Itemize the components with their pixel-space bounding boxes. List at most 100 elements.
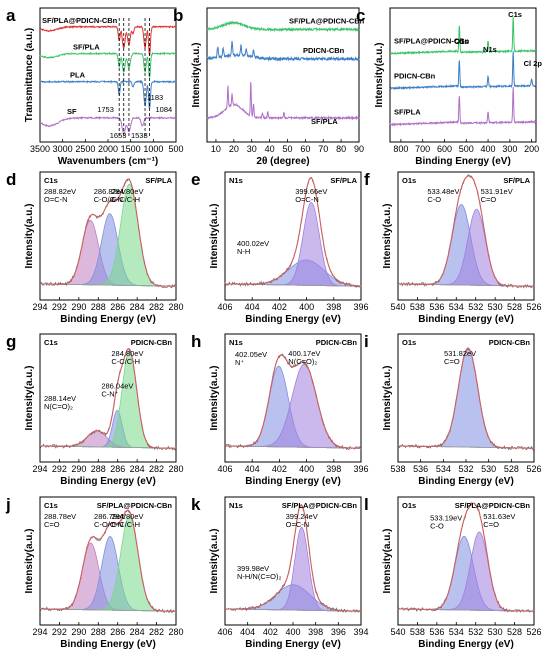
x-tick-label: 2000 bbox=[98, 144, 118, 154]
x-axis-label: Binding Energy (eV) bbox=[245, 476, 341, 487]
sample-tag: SF/PLA@PDICN-CBn bbox=[97, 501, 173, 510]
y-axis-label: Intensity(a.u.) bbox=[191, 42, 202, 107]
peak-label: C1s bbox=[508, 10, 522, 19]
sample-tag: PDICN-CBn bbox=[489, 338, 531, 347]
x-tick-label: 80 bbox=[336, 144, 346, 154]
sample-tag: SF/PLA bbox=[330, 176, 357, 185]
x-tick-label: 3500 bbox=[30, 144, 50, 154]
x-tick-label: 294 bbox=[32, 302, 47, 312]
series-line bbox=[39, 24, 177, 56]
x-tick-label: 282 bbox=[149, 627, 164, 637]
x-tick-label: 528 bbox=[507, 302, 522, 312]
panel-label: c bbox=[356, 6, 365, 25]
element-tag: N1s bbox=[229, 338, 243, 347]
x-tick-label: 406 bbox=[217, 464, 232, 474]
series-label: SF/PLA@PDICN-CBn bbox=[394, 37, 470, 46]
peak-energy-label: 286.82eV bbox=[94, 187, 126, 196]
y-axis-label: Intensity(a.u.) bbox=[209, 203, 220, 268]
x-tick-label: 292 bbox=[52, 627, 67, 637]
x-tick-label: 396 bbox=[353, 302, 368, 312]
plot-frame bbox=[389, 7, 537, 143]
x-tick-label: 3000 bbox=[53, 144, 73, 154]
x-tick-label: 280 bbox=[168, 302, 183, 312]
x-tick-label: 400 bbox=[481, 144, 496, 154]
peak-assignment-label: C-C/C-H bbox=[111, 195, 140, 204]
x-tick-label: 394 bbox=[353, 627, 368, 637]
panel-label: g bbox=[6, 332, 16, 351]
x-tick-label: 288 bbox=[91, 464, 106, 474]
x-tick-label: 1500 bbox=[121, 144, 141, 154]
peak-energy-label: 399.98eV bbox=[237, 564, 269, 573]
y-axis-label: Intensity(a.u.) bbox=[24, 203, 35, 268]
x-tick-label: 398 bbox=[326, 302, 341, 312]
x-tick-label: 20 bbox=[229, 144, 239, 154]
peak-assignment-label: C-O bbox=[430, 521, 444, 530]
x-tick-label: 404 bbox=[245, 464, 260, 474]
y-axis-label: Intensity(a.u.) bbox=[24, 365, 35, 430]
x-axis-label: Binding Energy (eV) bbox=[418, 314, 514, 325]
plot-frame bbox=[39, 496, 177, 626]
x-tick-label: 290 bbox=[71, 302, 86, 312]
panel-label: e bbox=[191, 170, 200, 189]
peak-assignment-label: C=O bbox=[444, 357, 460, 366]
x-tick-label: 536 bbox=[429, 302, 444, 312]
x-tick-label: 60 bbox=[300, 144, 310, 154]
peak-assignment-label: C=O bbox=[44, 520, 60, 529]
x-tick-label: 280 bbox=[168, 627, 183, 637]
peak-energy-label: 288.82eV bbox=[44, 187, 76, 196]
panel-label: b bbox=[173, 6, 183, 25]
x-tick-label: 600 bbox=[437, 144, 452, 154]
panel-label: a bbox=[6, 6, 16, 25]
peak-label: O1s bbox=[454, 37, 468, 46]
peak-assignment-label: O=C-N bbox=[286, 520, 310, 529]
x-axis-label: Binding Energy (eV) bbox=[60, 314, 156, 325]
band-label: 1538 bbox=[131, 131, 148, 140]
series-line bbox=[39, 79, 177, 109]
envelope-fit bbox=[397, 502, 534, 612]
sample-tag: SF/PLA bbox=[503, 176, 530, 185]
x-tick-label: 300 bbox=[502, 144, 517, 154]
element-tag: C1s bbox=[44, 338, 58, 347]
x-tick-label: 400 bbox=[299, 302, 314, 312]
x-tick-label: 40 bbox=[265, 144, 275, 154]
panel-label: h bbox=[191, 332, 201, 351]
element-tag: O1s bbox=[402, 176, 416, 185]
x-tick-label: 286 bbox=[110, 464, 125, 474]
series-line bbox=[206, 20, 360, 33]
sample-tag: PDICN-CBn bbox=[316, 338, 358, 347]
x-tick-label: 288 bbox=[91, 627, 106, 637]
band-label: 1753 bbox=[97, 105, 114, 114]
x-tick-label: 50 bbox=[282, 144, 292, 154]
plot-frame bbox=[39, 171, 177, 301]
element-tag: O1s bbox=[402, 501, 416, 510]
x-tick-label: 534 bbox=[449, 302, 464, 312]
fit-component-peak bbox=[39, 409, 176, 449]
element-tag: C1s bbox=[44, 501, 58, 510]
x-axis-label: Binding Energy (eV) bbox=[418, 476, 514, 487]
element-tag: N1s bbox=[229, 501, 243, 510]
peak-assignment-label: N-H bbox=[237, 247, 250, 256]
plot-frame bbox=[397, 496, 535, 626]
fit-component-peak bbox=[397, 347, 534, 449]
envelope-fit bbox=[39, 509, 176, 612]
x-tick-label: 292 bbox=[52, 302, 67, 312]
envelope-fit bbox=[224, 354, 361, 449]
x-tick-label: 286 bbox=[110, 302, 125, 312]
series-label: SF/PLA bbox=[394, 108, 421, 117]
x-tick-label: 532 bbox=[468, 627, 483, 637]
peak-energy-label: 284.80eV bbox=[111, 187, 143, 196]
x-tick-label: 288 bbox=[91, 302, 106, 312]
panel-label: f bbox=[364, 170, 370, 189]
x-axis-label: Binding Energy (eV) bbox=[60, 476, 156, 487]
sample-tag: SF/PLA bbox=[145, 176, 172, 185]
peak-energy-label: 284.80eV bbox=[111, 349, 143, 358]
peak-label: Cl 2p bbox=[524, 59, 543, 68]
band-label: 1183 bbox=[147, 93, 163, 102]
panel-label: j bbox=[5, 495, 11, 514]
x-tick-label: 284 bbox=[130, 302, 145, 312]
x-axis-label: 2θ (degree) bbox=[256, 156, 309, 167]
panel-label: l bbox=[364, 495, 369, 514]
series-line bbox=[389, 51, 537, 91]
y-axis-label: Intensity(a.u.) bbox=[209, 528, 220, 593]
x-tick-label: 526 bbox=[526, 464, 541, 474]
